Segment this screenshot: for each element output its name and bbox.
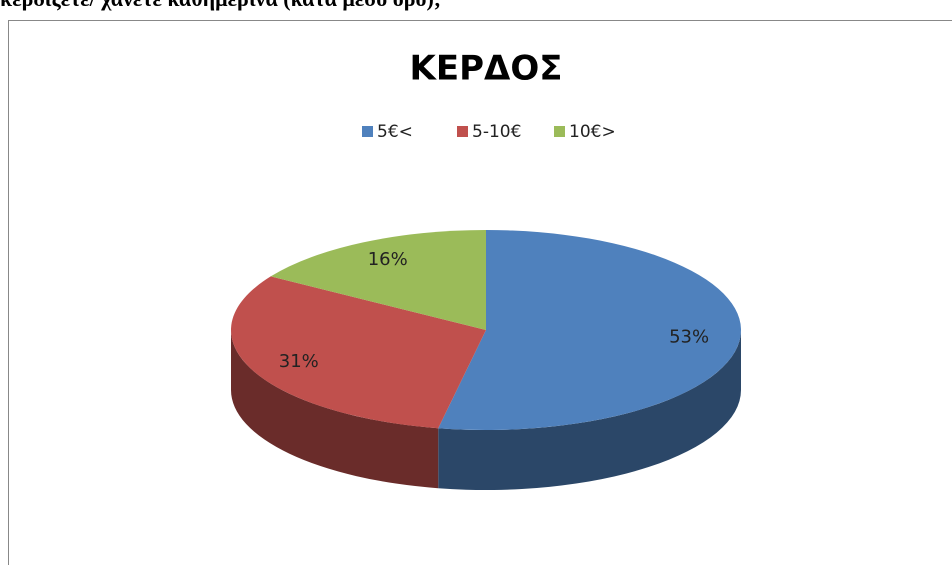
- question: κερδίζετε/ χάνετε καθημερινά (κατά μέσο …: [0, 0, 441, 12]
- pie-slice: [270, 230, 486, 330]
- legend-swatch: [362, 126, 373, 137]
- legend-swatch: [457, 126, 468, 137]
- legend-label: 5€<: [377, 122, 413, 142]
- pie-slice: [231, 276, 486, 429]
- legend-swatch: [554, 126, 565, 137]
- legend-label: 5-10€: [472, 122, 521, 142]
- pie-slice: [438, 230, 742, 430]
- data-label: 16%: [368, 249, 408, 270]
- chart-title: ΚΕΡΔΟΣ: [410, 49, 563, 89]
- data-label: 31%: [279, 351, 319, 372]
- legend-label: 10€>: [569, 122, 616, 142]
- data-label: 53%: [669, 327, 709, 348]
- pie-slice-side: [231, 330, 439, 489]
- pie-slice-side: [438, 330, 741, 490]
